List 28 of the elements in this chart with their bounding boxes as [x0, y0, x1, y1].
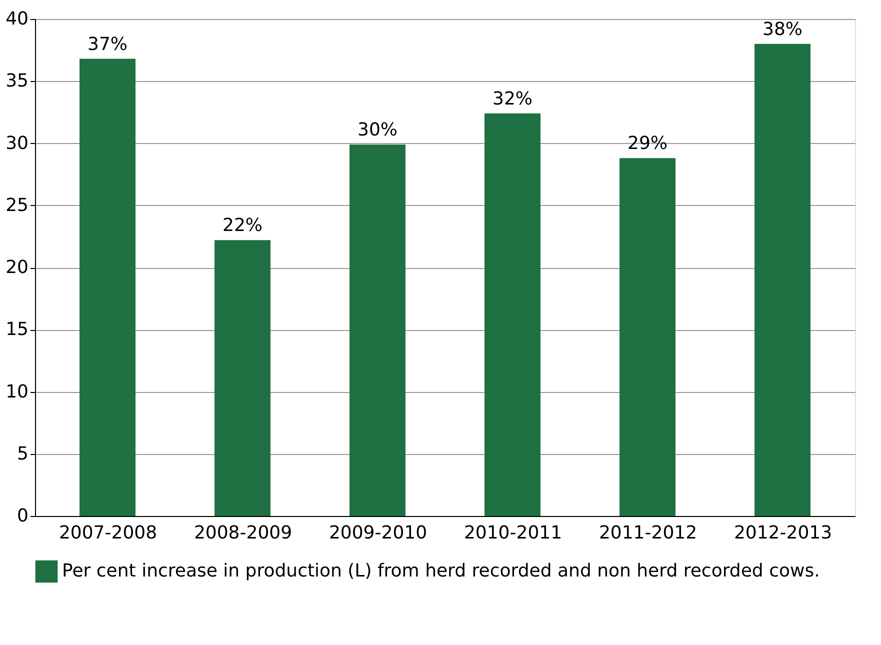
x-tick-label: 2011-2012 — [598, 522, 698, 544]
y-tick-label: 30 — [6, 132, 28, 154]
data-label: 29% — [627, 133, 668, 154]
legend-label: Per cent increase in production (L) from herd recorded and non herd recorded cows. — [62, 560, 820, 582]
y-tick-label: 25 — [6, 194, 28, 216]
y-tick-label: 10 — [6, 381, 28, 402]
y-tick-label: 15 — [6, 319, 28, 340]
x-tick-label: 2010-2011 — [464, 522, 562, 544]
x-tick-label: 2007-2008 — [58, 522, 158, 544]
bar — [80, 58, 136, 516]
data-label: 22% — [222, 215, 263, 236]
y-tick-label: 5 — [17, 443, 28, 464]
x-tick-label: 2008-2009 — [194, 522, 292, 544]
data-label: 32% — [492, 88, 533, 110]
x-tick-label: 2009-2010 — [328, 522, 428, 544]
y-tick-label: 35 — [6, 70, 28, 92]
bar — [350, 144, 406, 516]
data-label: 38% — [762, 18, 803, 40]
bar — [484, 113, 540, 516]
y-tick-label: 20 — [6, 257, 28, 278]
x-tick-label: 2012-2013 — [734, 522, 832, 544]
y-tick-label: 0 — [17, 506, 28, 526]
bar — [620, 158, 676, 516]
bar — [754, 44, 810, 516]
y-tick-label: 40 — [6, 8, 28, 30]
data-label: 30% — [357, 119, 398, 140]
data-label: 37% — [87, 34, 128, 55]
bar — [214, 240, 270, 516]
